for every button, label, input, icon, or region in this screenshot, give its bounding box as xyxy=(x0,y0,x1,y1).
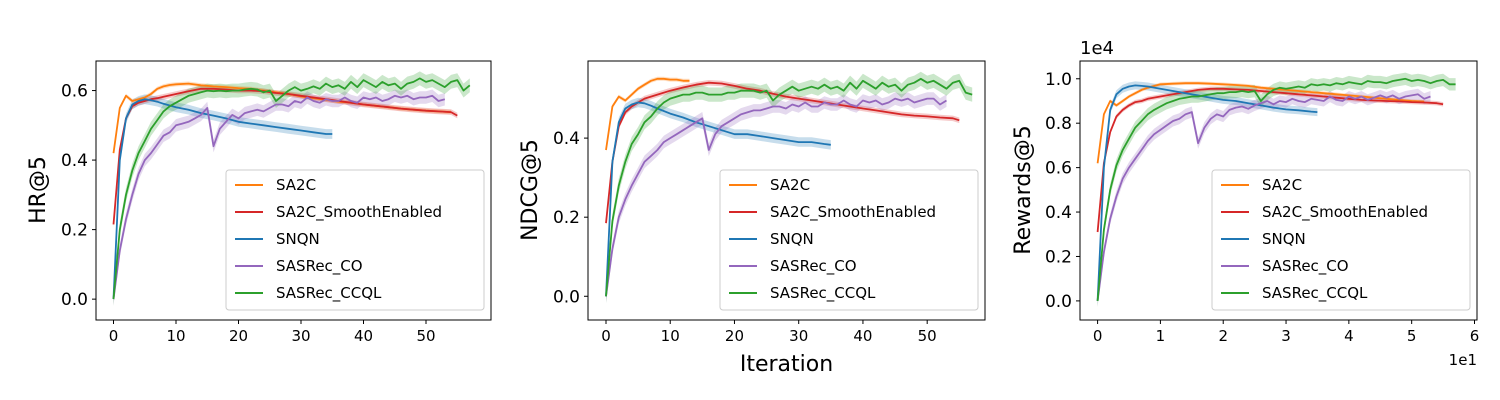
y-axis-label: HR@5 xyxy=(26,156,51,224)
y-tick-label: 0.2 xyxy=(553,208,580,228)
legend-entry-label: SNQN xyxy=(1262,230,1306,248)
series-line-sa2c xyxy=(605,77,690,151)
x-tick-label: 1 xyxy=(1156,327,1166,345)
x-tick-label: 5 xyxy=(1407,327,1417,345)
legend-entry-label: SA2C xyxy=(770,176,810,194)
series-line-sasrec-co xyxy=(605,97,947,297)
series-line-sasrec-co xyxy=(112,94,446,300)
x-tick-label: 4 xyxy=(1344,327,1354,345)
legend-box xyxy=(225,169,485,311)
legend: SA2C SA2C_SmoothEnabled SNQN SASRec_CO SASRe… xyxy=(225,169,485,311)
y-tick-label: 0.4 xyxy=(1045,203,1072,223)
legend-entry-label: SASRec_CO xyxy=(770,257,857,276)
x-tick-label: 0 xyxy=(1093,327,1103,345)
axes-frame xyxy=(587,60,986,321)
x-tick-label: 40 xyxy=(354,327,373,345)
y-tick-label: 0.2 xyxy=(61,221,88,241)
series-line-sa2c-smoothenabled xyxy=(1096,87,1444,233)
y-tick-label: 0.2 xyxy=(1045,247,1072,267)
y-axis-label: Rewards@5 xyxy=(1011,125,1036,254)
legend-entry-label: SNQN xyxy=(276,230,320,248)
x-tick-label: 3 xyxy=(1281,327,1291,345)
x-tick-label: 2 xyxy=(1218,327,1228,345)
legend-box xyxy=(1211,169,1471,311)
x-tick-label: 10 xyxy=(661,327,680,345)
y-tick-label: 0.6 xyxy=(61,82,88,102)
x-tick-label: 20 xyxy=(229,327,248,345)
y-axis-label: NDCG@5 xyxy=(518,139,543,241)
x-tick-label: 40 xyxy=(853,327,872,345)
legend: SA2C SA2C_SmoothEnabled SNQN SASRec_CO SASRe… xyxy=(1211,169,1471,311)
series-line-sa2c-smoothenabled xyxy=(605,81,960,224)
y-offset-text: 1e4 xyxy=(1080,38,1114,59)
chart-panel-1: 0 10 20 30 40 50 0.0 0.2 0.4 0.6 HR@5 SA2C SA2C_Smoo… xyxy=(26,60,492,345)
y-tick-label: 0.0 xyxy=(61,290,88,310)
series-line-sasrec-ccql xyxy=(112,77,471,300)
legend-entry-label: SA2C xyxy=(1262,176,1302,194)
x-tick-label: 20 xyxy=(725,327,744,345)
axes-frame xyxy=(95,60,492,321)
y-tick-label: 0.4 xyxy=(61,151,88,171)
chart-panel-3: 0 1 2 3 4 5 6 0.0 0.2 0.4 0.6 0.8 1.0 Rewards@5 1e4 1e1… xyxy=(1011,38,1479,369)
x-axis-label: Iteration xyxy=(740,352,833,377)
series-line-sasrec-co xyxy=(1096,93,1431,302)
chart-panel-2: 0 10 20 30 40 500.00.20.4NDCG@5IterationSA2CS… xyxy=(518,60,986,377)
x-tick-label: 6 xyxy=(1470,327,1480,345)
x-tick-label: 0 xyxy=(601,327,611,345)
legend-entry-label: SASRec_CO xyxy=(1262,257,1349,276)
y-tick-label: 0.6 xyxy=(1045,159,1072,179)
series-line-snqn xyxy=(1096,84,1318,301)
series-line-sasrec-ccql xyxy=(605,77,973,297)
y-tick-label: 0.8 xyxy=(1045,114,1072,134)
legend-entry-label: SA2C_SmoothEnabled xyxy=(276,203,442,222)
y-tick-label: 0.0 xyxy=(553,287,580,307)
y-tick-label: 1.0 xyxy=(1045,70,1072,90)
x-tick-label: 10 xyxy=(166,327,185,345)
x-tick-label: 30 xyxy=(789,327,808,345)
legend-entry-label: SASRec_CCQL xyxy=(276,284,382,303)
legend-box xyxy=(719,169,979,311)
legend-entry-label: SA2C_SmoothEnabled xyxy=(1262,203,1428,222)
x-tick-label: 0 xyxy=(109,327,119,345)
legend-entry-label: SA2C xyxy=(276,176,316,194)
y-tick-label: 0.0 xyxy=(1045,292,1072,312)
legend: SA2C SA2C_SmoothEnabled SNQN SASRec_CO SASRe… xyxy=(719,169,979,311)
x-offset-text: 1e1 xyxy=(1449,351,1477,369)
series-line-sasrec-ccql xyxy=(1096,77,1456,301)
x-tick-label: 30 xyxy=(291,327,310,345)
legend-entry-label: SASRec_CO xyxy=(276,257,363,276)
legend-entry-label: SASRec_CCQL xyxy=(770,284,876,303)
x-tick-label: 50 xyxy=(918,327,937,345)
legend-entry-label: SA2C_SmoothEnabled xyxy=(770,203,936,222)
legend-entry-label: SASRec_CCQL xyxy=(1262,284,1368,303)
legend-entry-label: SNQN xyxy=(770,230,814,248)
x-tick-label: 50 xyxy=(416,327,435,345)
y-tick-label: 0.4 xyxy=(553,129,580,149)
series-line-snqn xyxy=(112,98,333,300)
axes-frame xyxy=(1079,60,1478,321)
